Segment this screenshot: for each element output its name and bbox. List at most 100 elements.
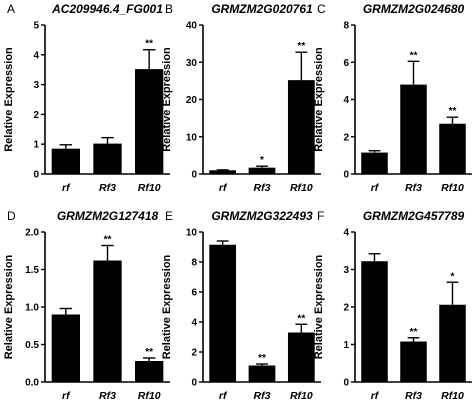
chart-title: AC209946.4_FG001	[51, 2, 163, 16]
x-tick-label: Rf3	[99, 390, 116, 402]
significance-label: **	[104, 235, 112, 246]
x-tick-label: Rf10	[138, 182, 161, 194]
y-tick-label: 30	[186, 58, 198, 69]
y-axis-label: Relative Expression	[161, 47, 173, 152]
y-axis-label: Relative Expression	[313, 47, 325, 152]
y-tick-label: 2	[191, 348, 197, 359]
bar-rf3	[400, 84, 427, 174]
y-tick-label: 0.5	[25, 340, 39, 351]
x-tick-label: Rf10	[441, 182, 464, 194]
bar-rf	[361, 261, 388, 382]
significance-label: **	[297, 313, 305, 324]
chart-title: GRMZM2G457789	[363, 209, 465, 223]
significance-label: **	[449, 106, 457, 117]
significance-label: **	[297, 41, 305, 52]
bar-rf10	[135, 69, 164, 174]
bar-rf3	[93, 143, 122, 174]
y-tick-label: 2	[33, 110, 39, 121]
x-tick-label: Rf3	[254, 182, 271, 194]
x-tick-label: rf	[371, 390, 380, 402]
bar-rf	[361, 152, 388, 174]
panel-letter: C	[317, 2, 326, 16]
y-tick-label: 0.0	[25, 378, 39, 389]
y-tick-label: 8	[191, 258, 197, 269]
bar-rf	[209, 244, 237, 382]
x-tick-label: Rf3	[254, 390, 271, 402]
significance-label: **	[145, 39, 153, 50]
y-axis-label: Relative Expression	[3, 254, 15, 359]
y-axis-label: Relative Expression	[161, 254, 173, 359]
chart-panel-b: B GRMZM2G020761 Relative Expression 0 10 20 30…	[161, 2, 321, 194]
x-tick-label: rf	[371, 182, 380, 194]
significance-label: *	[260, 155, 264, 166]
y-tick-label: 2	[343, 132, 349, 143]
x-tick-label: rf	[62, 182, 71, 194]
panel-letter: F	[317, 209, 324, 223]
panel-letter: B	[165, 2, 173, 16]
bar-rf10	[135, 361, 164, 382]
y-tick-label: 4	[343, 228, 349, 239]
x-tick-label: Rf3	[405, 390, 422, 402]
y-tick-label: 40	[186, 21, 198, 32]
y-tick-label: 0	[343, 378, 349, 389]
chart-panel-f: F GRMZM2G457789 Relative Expression 0 1 2 3 4 rf…	[313, 209, 472, 402]
y-tick-label: 1.0	[25, 303, 39, 314]
x-tick-label: rf	[219, 182, 228, 194]
significance-label: **	[258, 353, 266, 364]
x-tick-label: Rf10	[138, 390, 161, 402]
y-tick-label: 1	[33, 140, 39, 151]
chart-title: GRMZM2G322493	[211, 209, 313, 223]
x-tick-label: rf	[219, 390, 228, 402]
y-tick-label: 1	[343, 340, 349, 351]
x-tick-label: Rf10	[290, 182, 313, 194]
y-tick-label: 4	[191, 318, 197, 329]
x-tick-label: Rf10	[441, 390, 464, 402]
panel-letter: E	[165, 209, 173, 223]
panel-letter: D	[7, 209, 16, 223]
bar-rf	[209, 170, 237, 174]
chart-title: GRMZM2G024680	[363, 2, 465, 16]
bar-rf10	[439, 123, 466, 174]
bar-rf10	[287, 332, 315, 382]
y-axis-label: Relative Expression	[3, 47, 15, 152]
y-tick-label: 10	[186, 228, 198, 239]
y-tick-label: 0	[343, 170, 349, 181]
bar-rf10	[439, 304, 466, 382]
significance-label: **	[410, 50, 418, 61]
y-tick-label: 3	[343, 265, 349, 276]
chart-panel-a: A AC209946.4_FG001 Relative Expression 0 1 2 3…	[3, 2, 170, 194]
x-tick-label: Rf3	[99, 182, 116, 194]
y-tick-label: 20	[186, 95, 198, 106]
chart-panel-e: E GRMZM2G322493 Relative Expression 0 2 4 6 8 10…	[161, 209, 321, 402]
significance-label: **	[145, 347, 153, 358]
y-tick-label: 10	[186, 132, 198, 143]
significance-label: *	[451, 271, 455, 282]
significance-label: **	[410, 327, 418, 338]
y-tick-label: 6	[191, 288, 197, 299]
bar-rf3	[248, 167, 276, 174]
chart-panel-c: C GRMZM2G024680 Relative Expression 0 2 4 6 8 rf…	[313, 2, 472, 194]
chart-title: GRMZM2G127418	[57, 209, 159, 223]
y-tick-label: 4	[343, 95, 349, 106]
x-tick-label: Rf3	[405, 182, 422, 194]
y-tick-label: 0	[33, 170, 39, 181]
chart-panel-d: D GRMZM2G127418 Relative Expression 0.0 0.5 1…	[3, 209, 170, 402]
y-tick-label: 3	[33, 80, 39, 91]
x-tick-label: rf	[62, 390, 71, 402]
y-tick-label: 2.0	[25, 228, 39, 239]
bar-rf3	[400, 341, 427, 382]
bar-rf	[51, 314, 80, 382]
y-tick-label: 6	[343, 58, 349, 69]
y-tick-label: 4	[33, 50, 39, 61]
y-tick-label: 8	[343, 21, 349, 32]
x-tick-label: Rf10	[290, 390, 313, 402]
y-tick-label: 0	[191, 170, 197, 181]
y-tick-label: 2	[343, 303, 349, 314]
bar-rf3	[93, 260, 122, 382]
y-tick-label: 1.5	[25, 265, 39, 276]
panel-letter: A	[7, 2, 15, 16]
y-axis-label: Relative Expression	[313, 254, 325, 359]
y-tick-label: 0	[191, 378, 197, 389]
bar-rf10	[287, 80, 315, 174]
